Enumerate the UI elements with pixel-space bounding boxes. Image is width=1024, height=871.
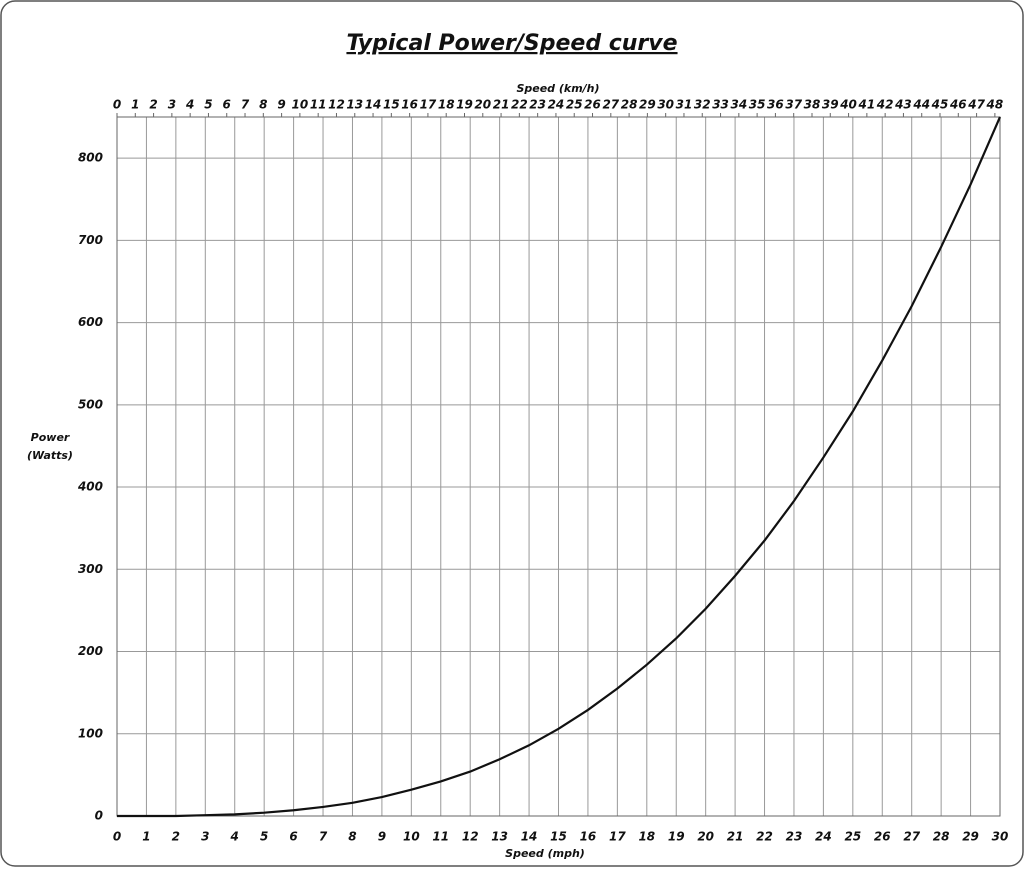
x2-tick-label: 29 bbox=[639, 98, 656, 112]
x2-tick-label: 33 bbox=[712, 98, 729, 112]
x2-tick-label: 18 bbox=[438, 98, 455, 112]
x-tick-label: 21 bbox=[727, 830, 744, 844]
x2-tick-label: 2 bbox=[149, 98, 157, 112]
x-axis-label: Speed (mph) bbox=[505, 847, 585, 860]
plot-frame bbox=[116, 116, 1001, 817]
x2-tick-label: 22 bbox=[511, 98, 528, 112]
x2-tick-label: 9 bbox=[277, 98, 285, 112]
x-tick-label: 12 bbox=[462, 830, 479, 844]
x-tick-label: 26 bbox=[874, 830, 891, 844]
x2-tick-label: 3 bbox=[168, 98, 176, 112]
x2-tick-label: 23 bbox=[529, 98, 546, 112]
x2-tick-label: 44 bbox=[912, 98, 930, 112]
x2-tick-label: 36 bbox=[767, 98, 784, 112]
x2-tick-label: 39 bbox=[822, 98, 839, 112]
x2-tick-label: 12 bbox=[328, 98, 345, 112]
x2-tick-label: 24 bbox=[548, 98, 565, 112]
x2-tick-label: 17 bbox=[420, 98, 437, 112]
x-tick-label: 25 bbox=[844, 830, 861, 844]
y-tick-label: 400 bbox=[77, 480, 103, 494]
y-tick-label: 0 bbox=[95, 809, 103, 823]
x2-tick-label: 20 bbox=[474, 98, 491, 112]
y-tick-label: 600 bbox=[78, 315, 103, 329]
x2-tick-label: 37 bbox=[785, 98, 802, 112]
x2-tick-label: 40 bbox=[839, 98, 857, 112]
x-tick-label: 17 bbox=[609, 830, 626, 844]
x2-tick-label: 45 bbox=[931, 98, 949, 112]
x2-tick-label: 28 bbox=[621, 98, 638, 112]
x-tick-label: 13 bbox=[491, 830, 508, 844]
y-tick-label: 300 bbox=[78, 562, 103, 576]
x2-tick-label: 41 bbox=[858, 98, 876, 112]
x-tick-label: 3 bbox=[201, 830, 209, 844]
x2-tick-label: 42 bbox=[876, 98, 894, 112]
x2-tick-label: 47 bbox=[967, 98, 985, 112]
power-curve bbox=[117, 116, 1002, 818]
x-tick-label: 22 bbox=[756, 830, 773, 844]
y-tick-label: 100 bbox=[78, 726, 103, 740]
y-tick-label: 800 bbox=[78, 151, 103, 165]
x2-tick-label: 7 bbox=[241, 98, 250, 112]
x-tick-label: 29 bbox=[962, 830, 979, 844]
x-tick-label: 11 bbox=[432, 830, 449, 844]
x2-tick-label: 30 bbox=[657, 98, 674, 112]
x-tick-label: 2 bbox=[172, 830, 180, 844]
x2-tick-label: 13 bbox=[346, 98, 363, 112]
x2-tick-label: 48 bbox=[986, 98, 1004, 112]
y-axis-label: (Watts) bbox=[27, 449, 73, 462]
x2-tick-label: 38 bbox=[804, 98, 821, 112]
x-tick-label: 9 bbox=[378, 830, 386, 844]
x2-tick-label: 5 bbox=[204, 98, 212, 112]
x2-tick-label: 0 bbox=[113, 98, 121, 112]
y-axis-label: Power bbox=[31, 431, 70, 444]
x2-tick-label: 46 bbox=[949, 98, 967, 112]
x2-tick-label: 19 bbox=[456, 98, 473, 112]
x-tick-label: 18 bbox=[638, 830, 655, 844]
x2-tick-label: 15 bbox=[383, 98, 400, 112]
x-tick-label: 16 bbox=[580, 830, 597, 844]
x-tick-label: 20 bbox=[697, 830, 714, 844]
x2-tick-label: 10 bbox=[292, 98, 309, 112]
x2-tick-label: 8 bbox=[259, 98, 267, 112]
x2-tick-label: 11 bbox=[310, 98, 327, 112]
x2-tick-label: 25 bbox=[566, 98, 583, 112]
x-tick-label: 1 bbox=[142, 830, 150, 844]
x-tick-label: 5 bbox=[260, 830, 268, 844]
x2-tick-label: 14 bbox=[365, 98, 382, 112]
x2-axis-label: Speed (km/h) bbox=[516, 82, 599, 95]
y-tick-label: 200 bbox=[78, 644, 103, 658]
x-tick-label: 8 bbox=[348, 830, 356, 844]
x2-tick-label: 31 bbox=[676, 98, 693, 112]
x-tick-label: 23 bbox=[786, 830, 803, 844]
x-tick-label: 24 bbox=[815, 830, 832, 844]
x2-tick-label: 1 bbox=[131, 98, 139, 112]
x2-tick-label: 4 bbox=[185, 98, 194, 112]
x-tick-label: 28 bbox=[933, 830, 950, 844]
y-tick-label: 500 bbox=[78, 397, 103, 411]
x2-tick-label: 21 bbox=[493, 98, 510, 112]
x-tick-label: 27 bbox=[903, 830, 920, 844]
x-tick-label: 15 bbox=[550, 830, 567, 844]
x-tick-label: 14 bbox=[521, 830, 538, 844]
x2-tick-label: 6 bbox=[223, 98, 231, 112]
chart-title: Typical Power/Speed curve bbox=[346, 31, 677, 56]
x2-tick-label: 35 bbox=[749, 98, 766, 112]
x2-tick-label: 43 bbox=[894, 98, 912, 112]
x-tick-label: 0 bbox=[113, 830, 121, 844]
x2-tick-label: 27 bbox=[602, 98, 619, 112]
x-tick-label: 4 bbox=[230, 830, 239, 844]
x2-tick-label: 34 bbox=[730, 98, 747, 112]
x-tick-label: 10 bbox=[403, 830, 420, 844]
x-tick-label: 7 bbox=[319, 830, 328, 844]
x2-tick-label: 32 bbox=[694, 98, 711, 112]
x-tick-label: 30 bbox=[992, 830, 1009, 844]
x2-tick-label: 26 bbox=[584, 98, 601, 112]
x-tick-label: 6 bbox=[289, 830, 297, 844]
y-tick-label: 700 bbox=[78, 233, 103, 247]
x2-tick-label: 16 bbox=[401, 98, 418, 112]
x-tick-label: 19 bbox=[668, 830, 685, 844]
